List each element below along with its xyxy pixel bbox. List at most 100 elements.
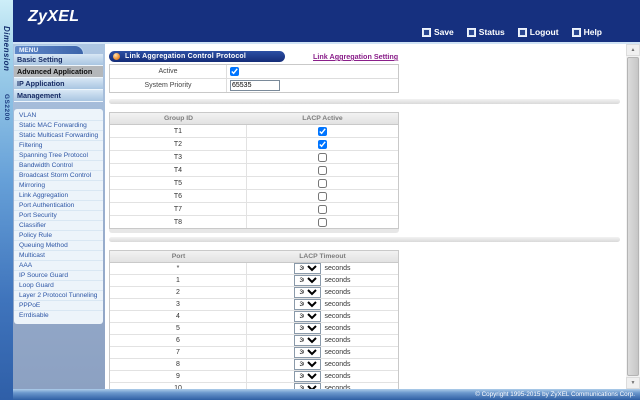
group-id-cell: T7 xyxy=(110,203,247,215)
device-family-label: Dimension xyxy=(2,26,11,72)
sidebar-item-filtering[interactable]: Filtering xyxy=(14,141,103,151)
lacp-active-cell xyxy=(247,139,398,149)
lacp-timeout-select-port-10[interactable]: 30 xyxy=(294,383,322,389)
group-row-t8: T8 xyxy=(110,216,398,228)
sidebar-main-menu: Basic Setting Advanced Application IP Appl… xyxy=(14,54,103,102)
seconds-label: seconds xyxy=(324,325,351,332)
sidebar-item-port-authentication[interactable]: Port Authentication xyxy=(14,201,103,211)
group-id-header: Group ID xyxy=(163,115,194,122)
sidebar-item-queuing-method[interactable]: Queuing Method xyxy=(14,241,103,251)
seconds-label: seconds xyxy=(324,265,351,272)
lacp-timeout-select-port-4[interactable]: 30 xyxy=(294,311,322,322)
sidebar-item-loop-guard[interactable]: Loop Guard xyxy=(14,281,103,291)
lacp-timeout-cell: 30 seconds xyxy=(247,335,398,346)
lacp-timeout-cell: 30 seconds xyxy=(247,275,398,286)
port-table-header: Port LACP Timeout xyxy=(110,251,398,263)
lacp-timeout-select-port-6[interactable]: 30 xyxy=(294,335,322,346)
lacp-timeout-cell: 30 seconds xyxy=(247,371,398,382)
sidebar-item-spanning-tree-protocol[interactable]: Spanning Tree Protocol xyxy=(14,151,103,161)
form-row-system-priority: System Priority xyxy=(110,79,398,92)
lacp-active-cell xyxy=(247,126,398,136)
sidebar-item-management[interactable]: Management xyxy=(14,90,103,102)
port-row-5: 5 30 seconds xyxy=(110,323,398,335)
sidebar-item-policy-rule[interactable]: Policy Rule xyxy=(14,231,103,241)
link-aggregation-setting-link[interactable]: Link Aggregation Setting xyxy=(313,52,399,61)
seconds-label: seconds xyxy=(324,349,351,356)
sidebar-item-link-aggregation[interactable]: Link Aggregation xyxy=(14,191,103,201)
lacp-active-checkbox-t3[interactable] xyxy=(318,152,327,162)
lacp-timeout-cell: 30 seconds xyxy=(247,383,398,389)
table-bottom-cap xyxy=(109,229,399,233)
scroll-up-arrow-icon[interactable]: ▲ xyxy=(626,44,640,56)
lacp-timeout-select-port-all[interactable]: 30 xyxy=(294,263,322,274)
sidebar-item-mirroring[interactable]: Mirroring xyxy=(14,181,103,191)
sidebar-item-static-mac-forwarding[interactable]: Static MAC Forwarding xyxy=(14,121,103,131)
lacp-timeout-cell: 30 seconds xyxy=(247,287,398,298)
lacp-timeout-select-port-3[interactable]: 30 xyxy=(294,299,322,310)
scroll-down-arrow-icon[interactable]: ▼ xyxy=(626,377,640,389)
sidebar-item-errdisable[interactable]: Errdisable xyxy=(19,312,49,319)
nav-help-label: Help xyxy=(583,27,602,37)
lacp-active-checkbox-t5[interactable] xyxy=(318,178,327,188)
nav-status-button[interactable]: Status xyxy=(466,27,505,37)
lacp-active-cell xyxy=(247,178,398,188)
lacp-timeout-cell: 30 seconds xyxy=(247,299,398,310)
page-title-pill: Link Aggregation Control Protocol xyxy=(109,51,285,62)
port-cell: 5 xyxy=(110,323,247,334)
lacp-timeout-select-port-9[interactable]: 30 xyxy=(294,371,322,382)
lacp-active-checkbox-t6[interactable] xyxy=(318,191,327,201)
group-id-cell: T2 xyxy=(110,138,247,150)
lacp-timeout-select-port-8[interactable]: 30 xyxy=(294,359,322,370)
sidebar-item-aaa[interactable]: AAA xyxy=(14,261,103,271)
sidebar-sub-menu: VLAN Static MAC Forwarding Static Multicas… xyxy=(14,109,103,324)
nav-logout-button[interactable]: Logout xyxy=(517,27,559,37)
lacp-active-checkbox-t1[interactable] xyxy=(318,126,327,136)
sidebar-item-ip-application[interactable]: IP Application xyxy=(14,78,103,90)
sidebar-item-static-multicast-forwarding[interactable]: Static Multicast Forwarding xyxy=(14,131,103,141)
sidebar-item-broadcast-storm-control[interactable]: Broadcast Storm Control xyxy=(14,171,103,181)
sidebar-item-port-security[interactable]: Port Security xyxy=(14,211,103,221)
sidebar-item-multicast[interactable]: Multicast xyxy=(14,251,103,261)
sidebar-item-pppoe[interactable]: PPPoE xyxy=(14,301,103,311)
system-priority-input[interactable] xyxy=(230,80,280,91)
sidebar-item-classifier[interactable]: Classifier xyxy=(14,221,103,231)
sidebar-item-advanced-application[interactable]: Advanced Application xyxy=(14,66,103,78)
lacp-settings-form: Active System Priority xyxy=(109,64,399,93)
device-model-strip: Dimension GS2200 xyxy=(0,0,13,400)
nav-help-button[interactable]: Help xyxy=(571,27,602,37)
group-row-t3: T3 xyxy=(110,151,398,164)
vertical-scrollbar[interactable]: ▲ ▼ xyxy=(626,44,640,389)
sidebar-item-vlan[interactable]: VLAN xyxy=(14,111,103,121)
seconds-label: seconds xyxy=(324,373,351,380)
nav-save-button[interactable]: Save xyxy=(421,27,454,37)
lacp-timeout-select-port-1[interactable]: 30 xyxy=(294,275,322,286)
sidebar-item-bandwidth-control[interactable]: Bandwidth Control xyxy=(14,161,103,171)
lacp-timeout-select-port-5[interactable]: 30 xyxy=(294,323,322,334)
lacp-timeout-header: LACP Timeout xyxy=(299,253,346,260)
help-icon xyxy=(571,27,581,37)
group-table-rows: T1 T2 T3 T4 T5 T6 T7 T8 xyxy=(110,125,398,228)
system-priority-label: System Priority xyxy=(110,79,227,92)
port-row-3: 3 30 seconds xyxy=(110,299,398,311)
sidebar-item-layer-2-protocol-tunneling[interactable]: Layer 2 Protocol Tunneling xyxy=(14,291,103,301)
lacp-active-checkbox-t8[interactable] xyxy=(318,217,327,227)
lacp-timeout-select-port-2[interactable]: 30 xyxy=(294,287,322,298)
port-cell: 1 xyxy=(110,275,247,286)
active-label: Active xyxy=(110,65,227,78)
lacp-active-cell xyxy=(247,217,398,227)
scrollbar-thumb[interactable] xyxy=(627,57,639,376)
port-cell: 10 xyxy=(110,383,247,389)
sidebar-item-ip-source-guard[interactable]: IP Source Guard xyxy=(14,271,103,281)
sidebar-item-basic-setting[interactable]: Basic Setting xyxy=(14,54,103,66)
lacp-active-cell xyxy=(247,191,398,201)
lacp-active-checkbox-t4[interactable] xyxy=(318,165,327,175)
section-divider xyxy=(109,237,620,242)
active-checkbox[interactable] xyxy=(230,67,239,76)
lacp-active-checkbox-t7[interactable] xyxy=(318,204,327,214)
lacp-timeout-select-port-7[interactable]: 30 xyxy=(294,347,322,358)
group-id-cell: T6 xyxy=(110,190,247,202)
port-row-2: 2 30 seconds xyxy=(110,287,398,299)
group-id-cell: T3 xyxy=(110,151,247,163)
lacp-active-checkbox-t2[interactable] xyxy=(318,139,327,149)
